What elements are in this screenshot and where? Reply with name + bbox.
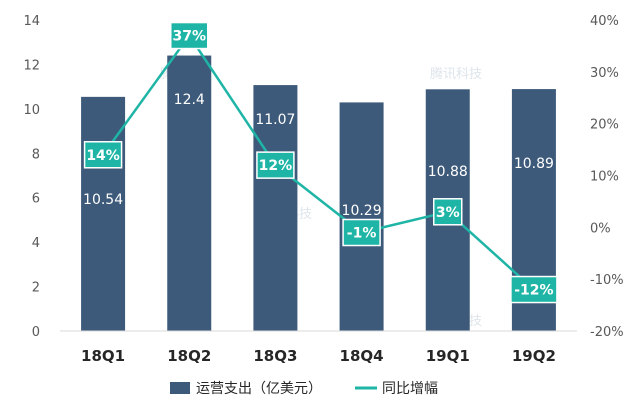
growth-label-box xyxy=(256,151,295,179)
legend-line-label: 同比增幅 xyxy=(382,381,438,397)
legend: 运营支出（亿美元） 同比增幅 xyxy=(170,381,438,397)
x-axis-tick-label: 18Q2 xyxy=(167,347,211,365)
legend-bar-swatch xyxy=(170,382,190,394)
right-axis: -20% -10% 0% 10% 20% 30% 40% xyxy=(590,14,624,340)
bar-value-label: 10.89 xyxy=(514,156,554,172)
growth-label-text: -1% xyxy=(347,226,377,242)
growth-label-box xyxy=(510,275,558,304)
right-axis-tick-label: 0% xyxy=(590,221,611,236)
growth-label: 14% xyxy=(83,141,123,169)
right-axis-tick-label: 20% xyxy=(590,118,619,133)
right-axis-tick-label: 30% xyxy=(590,66,619,81)
watermark-text: 腾讯科技 xyxy=(430,66,482,82)
growth-label-text: 12% xyxy=(259,158,293,174)
left-axis: 0 2 4 6 8 10 12 14 xyxy=(23,14,40,340)
legend-bar-label: 运营支出（亿美元） xyxy=(196,381,322,397)
bar-value-label: 12.4 xyxy=(174,92,205,108)
growth-label-text: -12% xyxy=(514,283,553,299)
bar-value-label: 10.29 xyxy=(342,203,382,219)
x-axis-tick-label: 18Q4 xyxy=(340,347,384,365)
right-axis-tick-label: 10% xyxy=(590,170,619,185)
bars xyxy=(81,55,556,332)
left-axis-tick-label: 12 xyxy=(23,58,40,73)
bar-value-label: 10.54 xyxy=(83,192,123,208)
left-axis-tick-label: 10 xyxy=(23,103,40,118)
bar-value-label: 11.07 xyxy=(255,112,295,128)
bar-value-label: 10.88 xyxy=(428,164,468,180)
growth-label-text: 14% xyxy=(86,148,120,164)
growth-label: 12% xyxy=(256,151,295,179)
x-axis-tick-label: 19Q2 xyxy=(512,347,556,365)
growth-label-text: 3% xyxy=(436,205,460,221)
x-axis-tick-label: 18Q1 xyxy=(81,347,125,365)
left-axis-tick-label: 2 xyxy=(32,281,40,296)
bar-18Q2 xyxy=(167,55,212,332)
right-axis-tick-label: -10% xyxy=(590,273,624,288)
growth-label: 37% xyxy=(170,21,209,50)
growth-label-box xyxy=(170,21,209,50)
x-axis-tick-label: 18Q3 xyxy=(253,347,297,365)
x-axis: 18Q1 18Q2 18Q3 18Q4 19Q1 19Q2 xyxy=(60,330,577,365)
growth-label: -12% xyxy=(510,275,558,304)
left-axis-tick-label: 14 xyxy=(23,14,40,29)
line-layer: 14% 37% 12% -1% 3% -12% xyxy=(83,21,558,304)
bar-18Q4 xyxy=(339,102,384,331)
right-axis-tick-label: -20% xyxy=(590,325,624,340)
growth-label-box xyxy=(83,141,123,169)
right-axis-tick-label: 40% xyxy=(590,14,619,29)
growth-label-box xyxy=(342,218,381,247)
growth-label-box xyxy=(433,198,463,226)
x-axis-tick-label: 19Q1 xyxy=(426,347,470,365)
growth-label-text: 37% xyxy=(172,29,206,45)
growth-label: -1% xyxy=(342,218,381,247)
left-axis-tick-label: 0 xyxy=(32,325,40,340)
left-axis-tick-label: 6 xyxy=(32,192,40,207)
left-axis-tick-label: 4 xyxy=(32,236,40,251)
left-axis-tick-label: 8 xyxy=(32,147,40,162)
growth-label: 3% xyxy=(433,198,463,226)
bar-18Q3 xyxy=(253,85,298,331)
bar-labels: 10.54 12.4 11.07 10.29 10.88 10.89 xyxy=(83,92,554,219)
